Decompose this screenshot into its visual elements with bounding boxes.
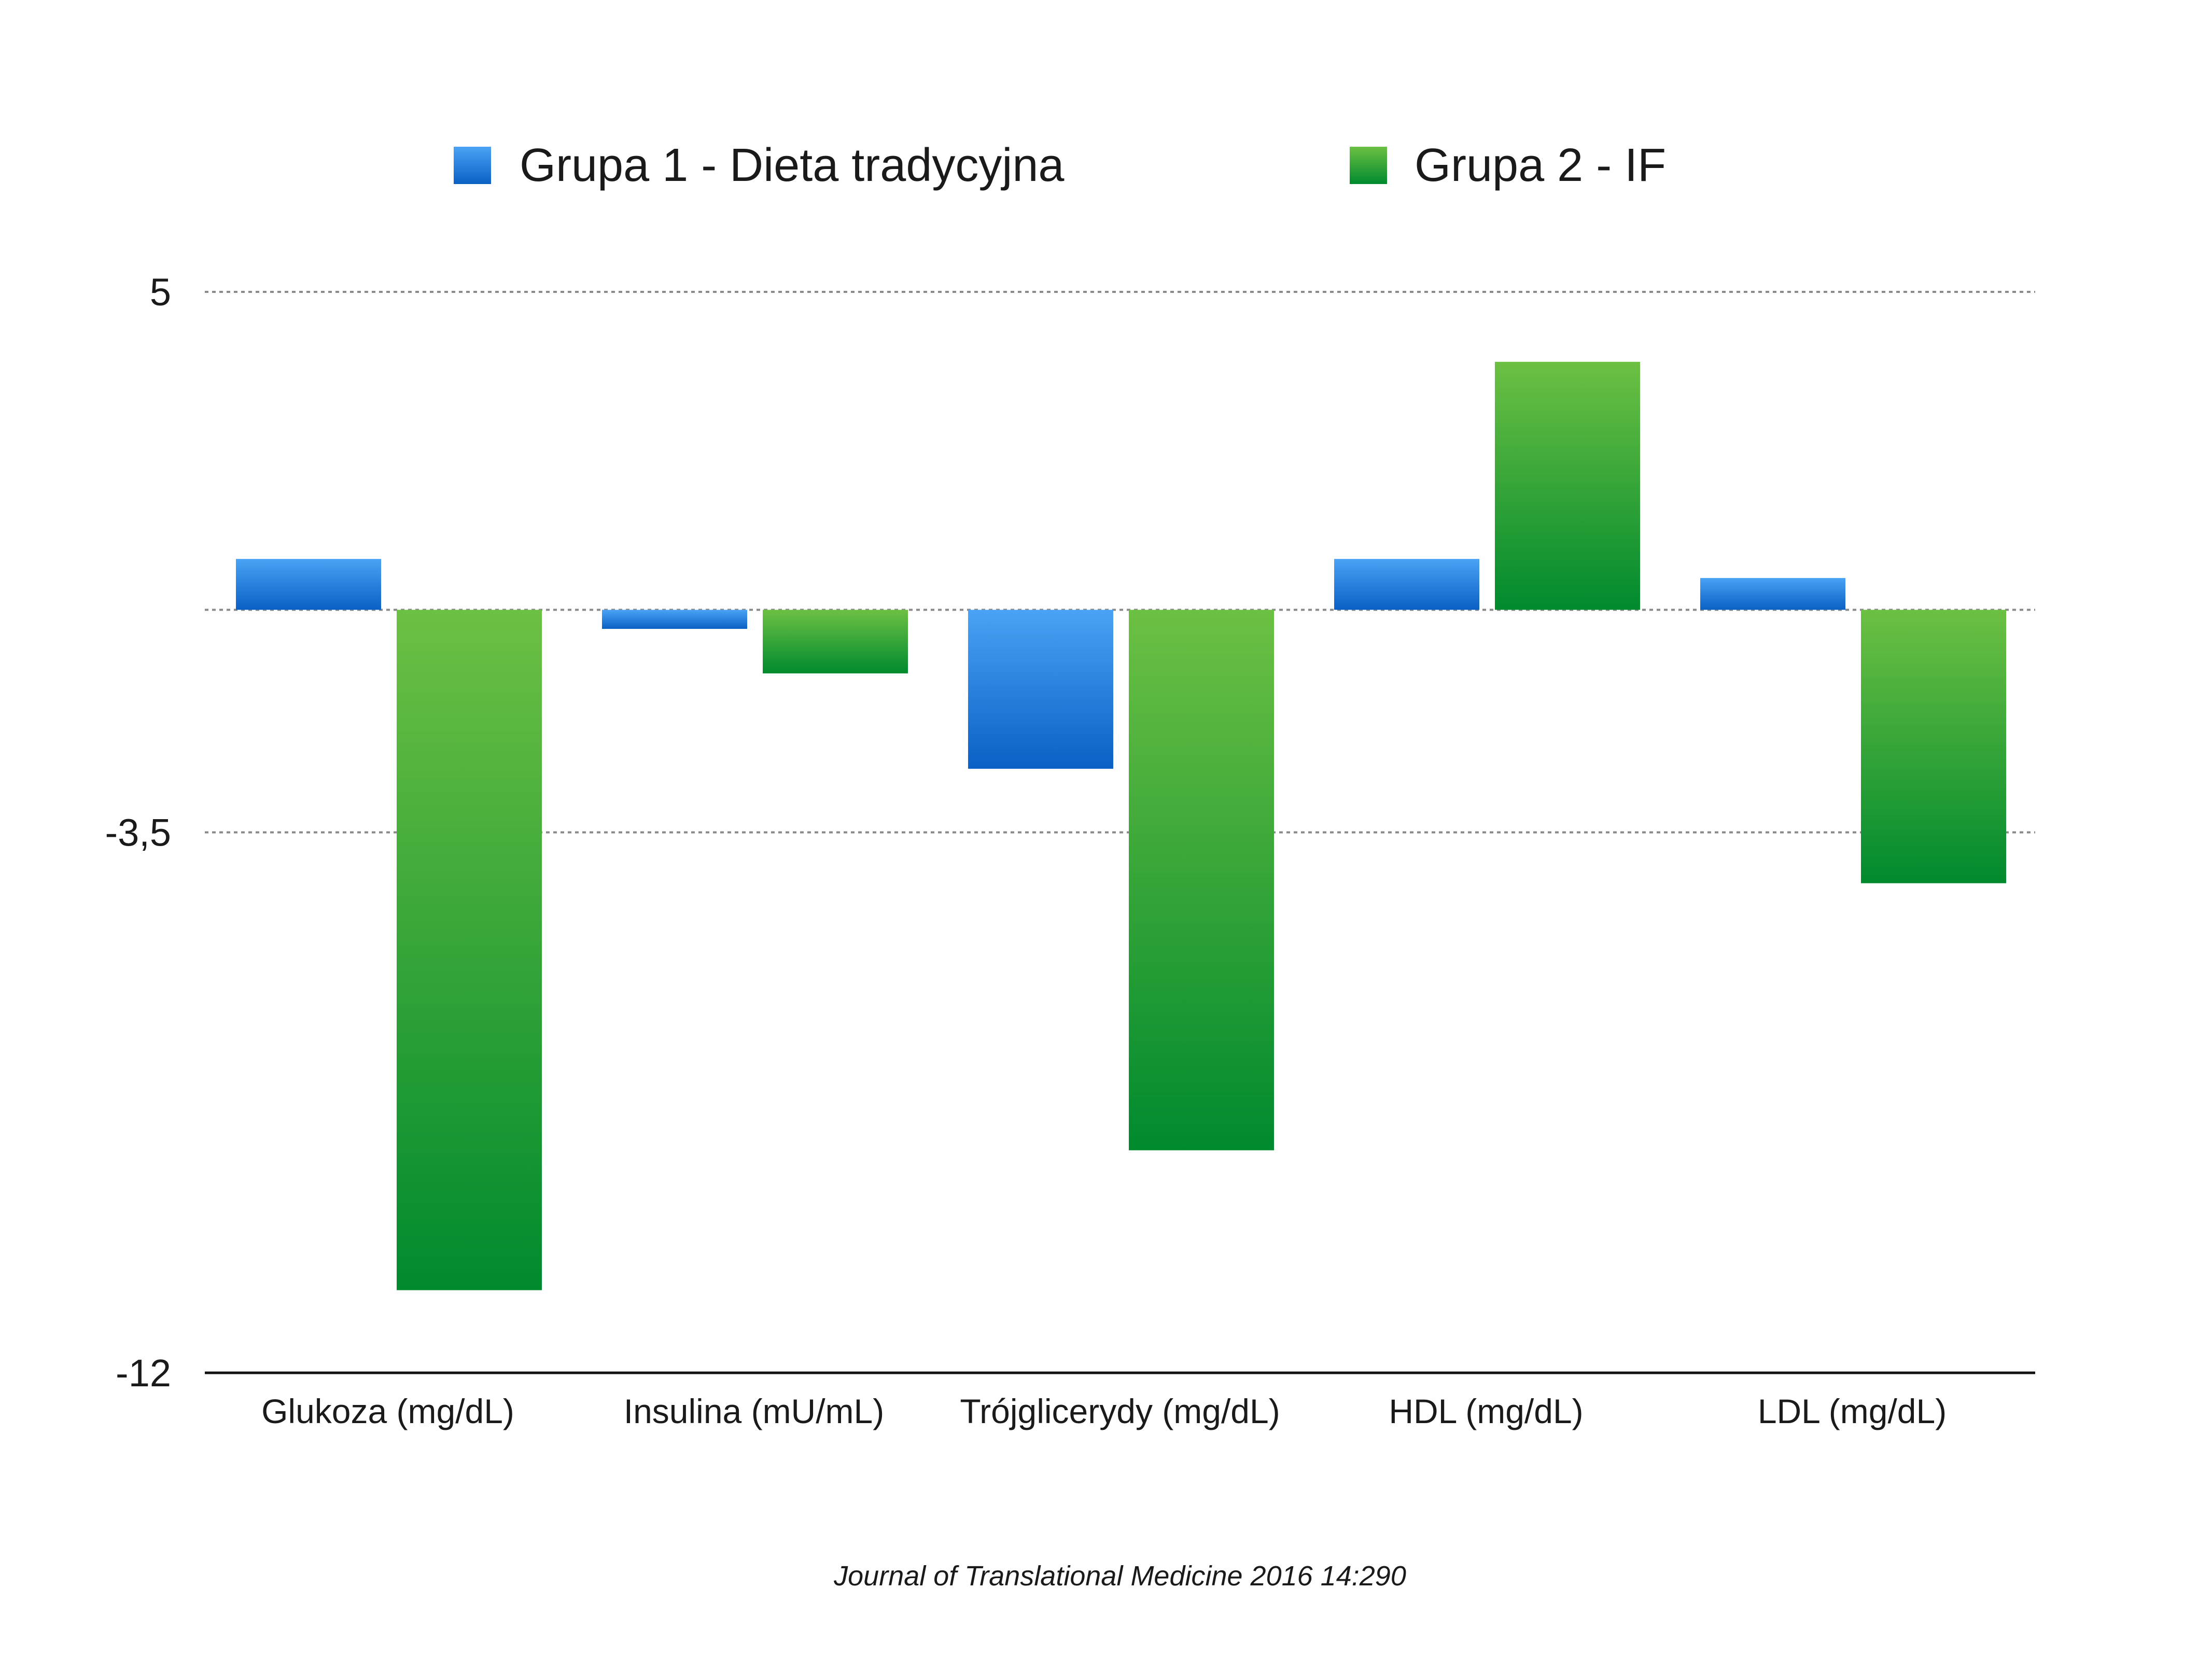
bar-series-2-3	[1129, 610, 1274, 1150]
legend-label-series-1: Grupa 1 - Dieta tradycyjna	[520, 139, 1065, 191]
bar-series-1-2	[602, 610, 747, 629]
bar-series-2-2	[763, 610, 908, 673]
y-tick-label: -12	[116, 1352, 171, 1395]
x-axis-tick-labels: Glukoza (mg/dL) Insulina (mU/mL) Trójglice…	[261, 1392, 1947, 1430]
bar-series-1-1	[236, 559, 381, 610]
source-note: Journal of Translational Medicine 2016 1…	[833, 1560, 1406, 1592]
legend-label-series-2: Grupa 2 - IF	[1415, 139, 1666, 191]
bar-series-2-5	[1861, 610, 2006, 883]
y-tick-label: -3,5	[105, 811, 171, 854]
bar-series-2-1	[397, 610, 542, 1290]
bar-series-1-3	[968, 610, 1113, 769]
legend-swatch-series-1	[454, 147, 491, 184]
bar-series-1-4	[1334, 559, 1479, 610]
x-tick-label: Insulina (mU/mL)	[624, 1392, 884, 1430]
legend-swatch-series-2	[1350, 147, 1387, 184]
bar-series-2-4	[1495, 361, 1640, 610]
y-tick-label: 5	[150, 271, 171, 314]
x-tick-label: Trójglicerydy (mg/dL)	[960, 1392, 1280, 1430]
x-tick-label: LDL (mg/dL)	[1758, 1392, 1947, 1430]
bar-series-1-5	[1700, 578, 1845, 610]
y-axis-tick-labels: 5 -3,5 -12	[105, 271, 171, 1395]
legend: Grupa 1 - Dieta tradycyjna Grupa 2 - IF	[454, 139, 1666, 191]
x-tick-label: HDL (mg/dL)	[1389, 1392, 1583, 1430]
x-tick-label: Glukoza (mg/dL)	[261, 1392, 514, 1430]
bars	[236, 361, 2006, 1290]
